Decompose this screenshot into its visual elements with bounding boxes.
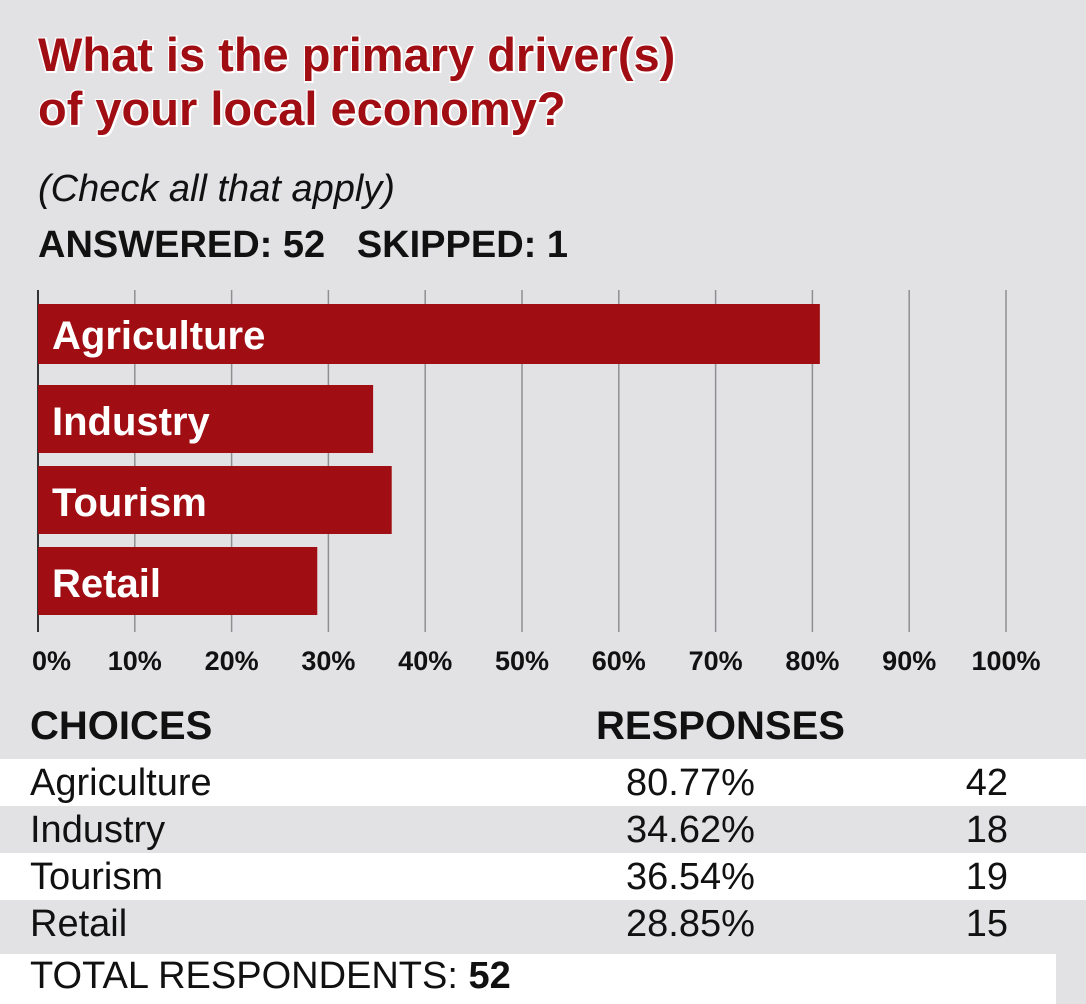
x-tick-label: 80% [785, 646, 839, 676]
table-row: Industry 34.62% 18 [0, 806, 1086, 853]
x-tick-label: 60% [592, 646, 646, 676]
x-tick-label: 90% [882, 646, 936, 676]
table-header-responses: RESPONSES [596, 704, 845, 748]
bar-industry [38, 385, 374, 453]
bar-label: Retail [52, 562, 161, 606]
choice-label: Agriculture [30, 762, 212, 804]
choice-label: Industry [30, 809, 166, 851]
x-tick-label: 70% [689, 646, 743, 676]
bar-label: Tourism [52, 481, 207, 525]
x-tick-label: 50% [495, 646, 549, 676]
x-tick-label: 20% [205, 646, 259, 676]
x-tick-label: 40% [398, 646, 452, 676]
bar-agriculture [38, 304, 820, 364]
response-count: 18 [965, 809, 1008, 851]
response-count: 42 [965, 762, 1008, 804]
x-tick-label: 30% [301, 646, 355, 676]
bar-label: Industry [52, 400, 211, 444]
response-percent: 80.77% [626, 762, 755, 804]
choice-label: Retail [30, 903, 128, 945]
chart-subtitle: (Check all that apply) [38, 168, 395, 210]
table-header-choices: CHOICES [30, 704, 213, 748]
title-line-2: of your local economy? [38, 82, 566, 135]
response-percent: 36.54% [626, 856, 755, 898]
total-label: TOTAL RESPONDENTS: [30, 955, 458, 997]
response-count: 19 [965, 856, 1008, 898]
bar-tourism [38, 466, 392, 534]
x-tick-label: 10% [108, 646, 162, 676]
total-value: 52 [468, 955, 511, 997]
table-row: Agriculture 80.77% 42 [0, 759, 1086, 806]
bar-retail [38, 547, 318, 615]
table-row: Retail 28.85% 15 [0, 900, 1086, 947]
x-tick-label: 100% [971, 646, 1040, 676]
total-respondents: TOTAL RESPONDENTS: 52 [0, 954, 1056, 1004]
bar-chart: 0% 10% 20% 30% 40% 50% 60% 70% 80% 90% 100% Agricul… [32, 290, 1041, 676]
bar-label: Agriculture [52, 314, 265, 358]
x-tick-label: 0% [32, 646, 71, 676]
table-row: Tourism 36.54% 19 [0, 853, 1086, 900]
chart-title: What is the primary driver(s) of your lo… [38, 28, 675, 136]
response-percent: 28.85% [626, 903, 755, 945]
answered-skipped-summary: ANSWERED: 52 SKIPPED: 1 [38, 224, 568, 266]
response-count: 15 [965, 903, 1008, 945]
response-percent: 34.62% [626, 809, 755, 851]
choice-label: Tourism [30, 856, 164, 898]
title-line-1: What is the primary driver(s) [38, 28, 676, 81]
